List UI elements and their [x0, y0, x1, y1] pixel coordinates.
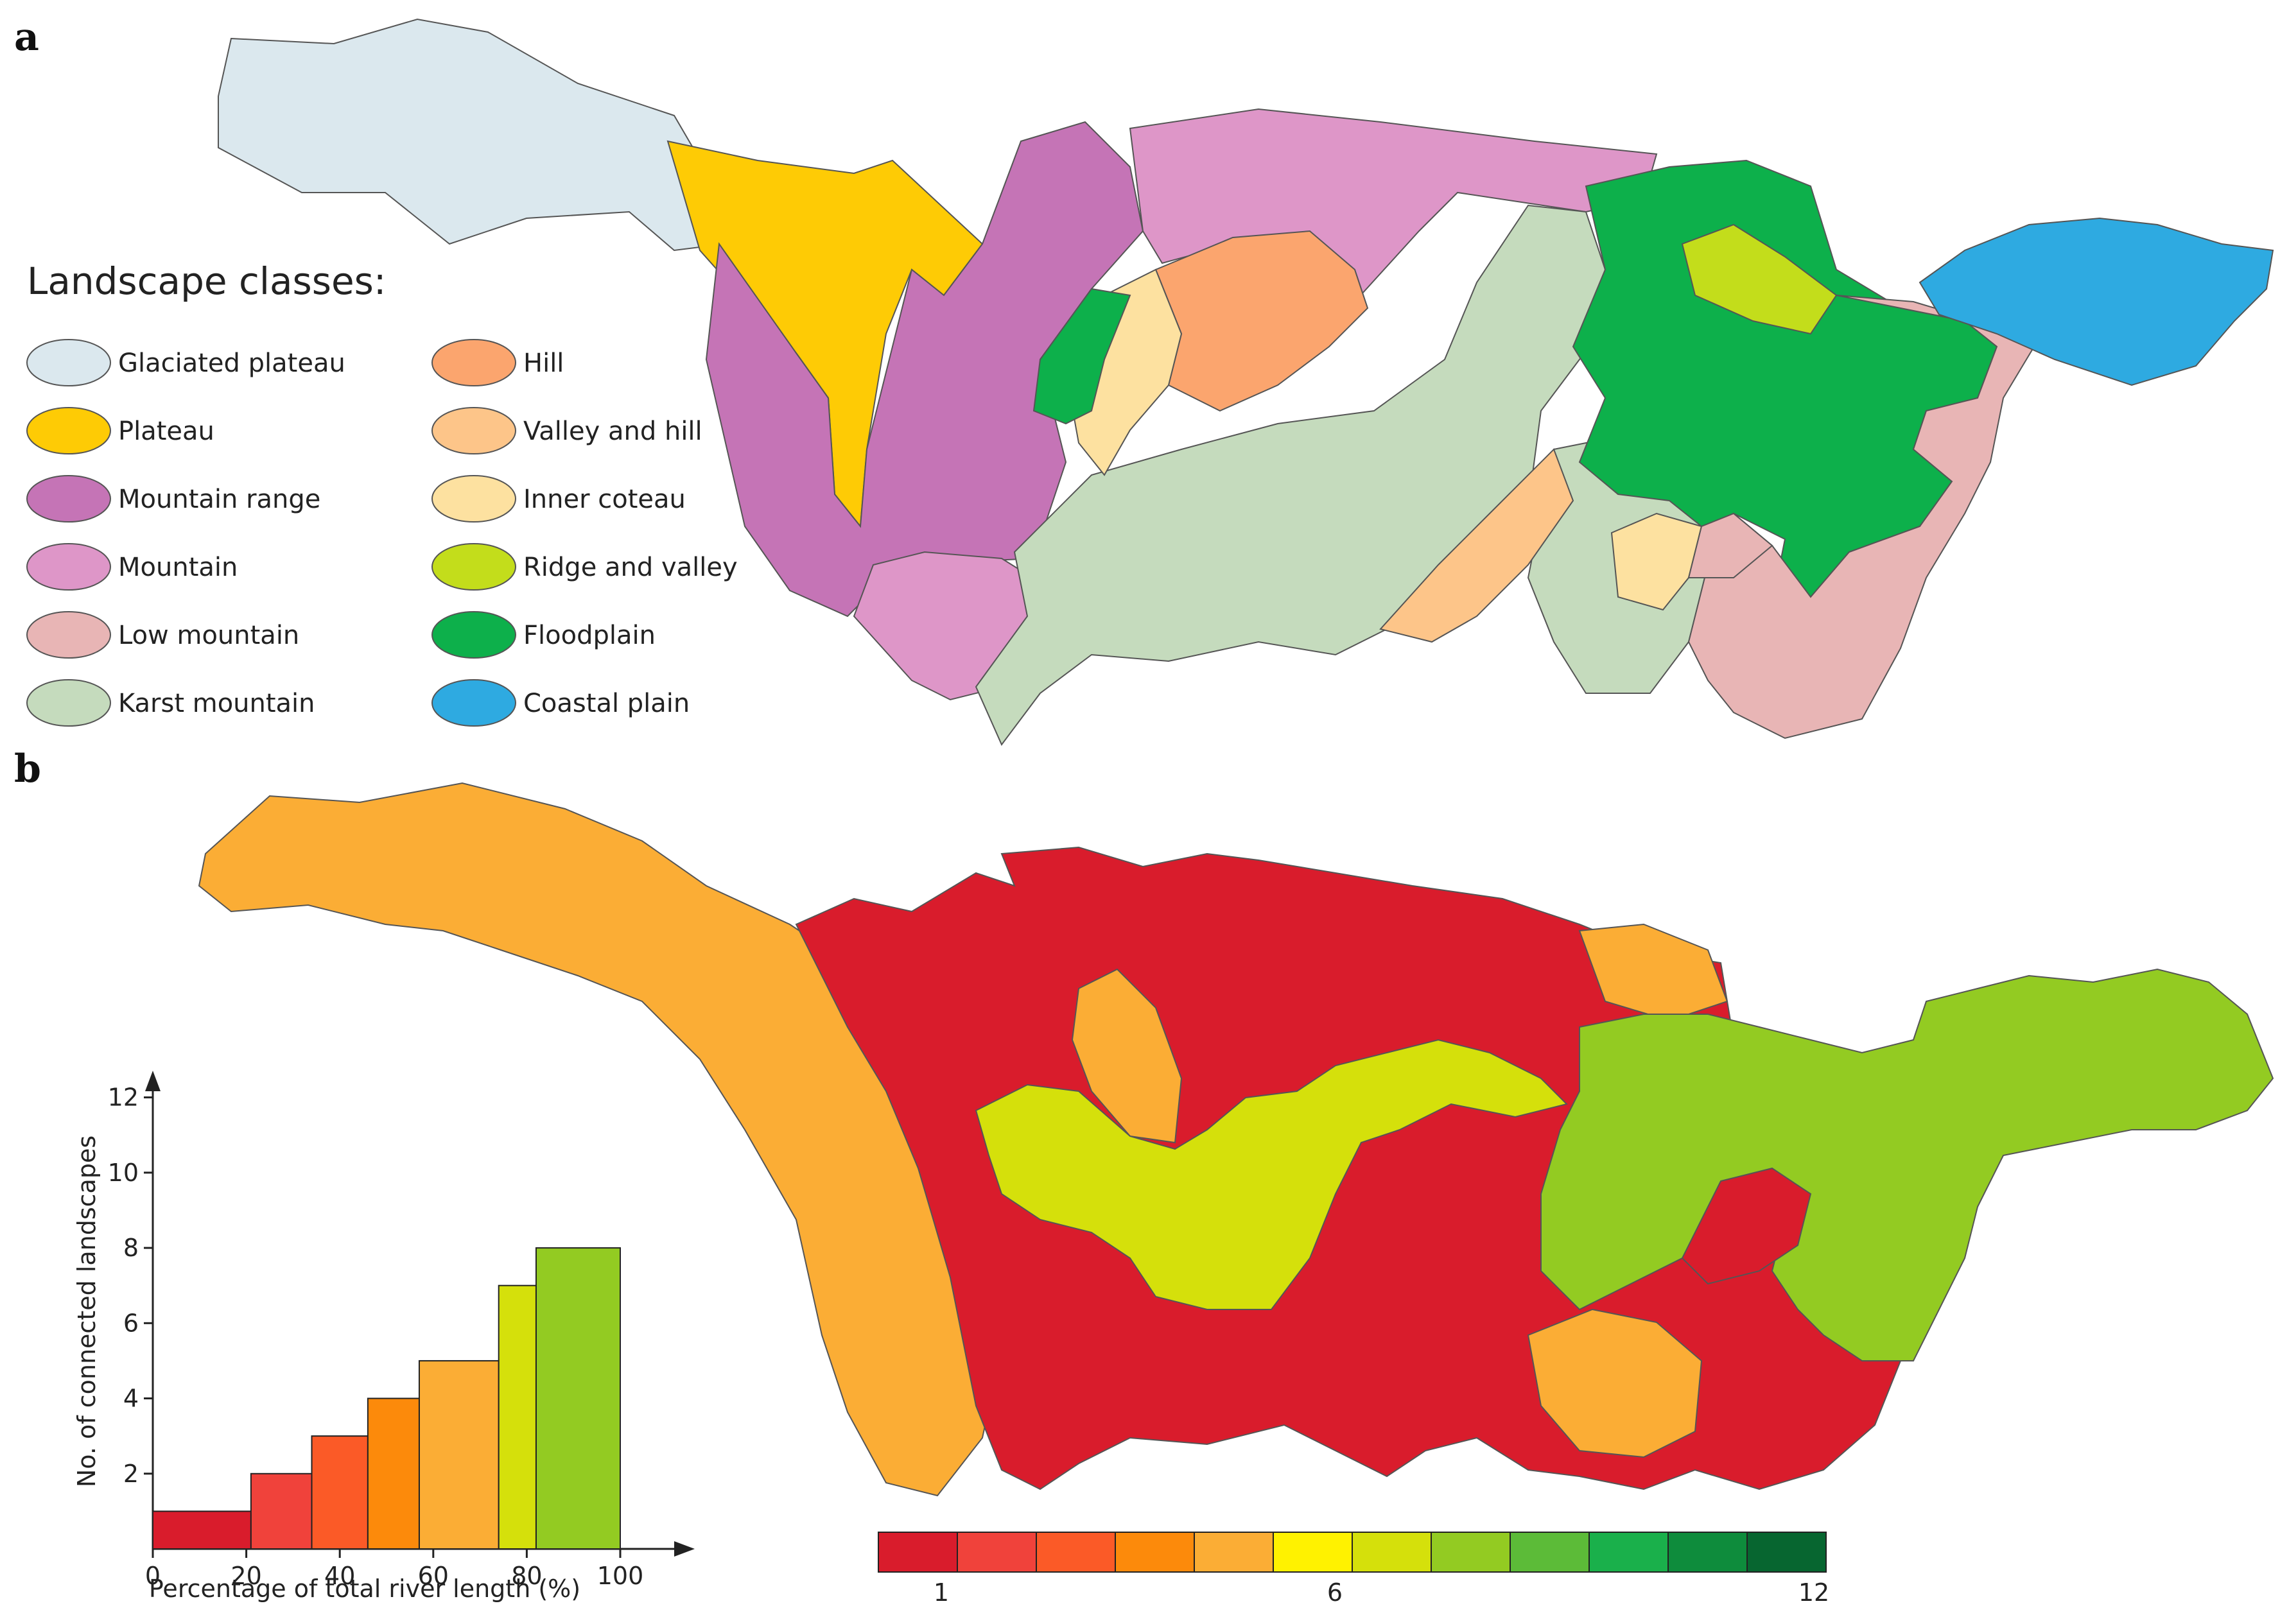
legend-label: Plateau: [118, 417, 214, 446]
region-low-mountain: [1687, 295, 2043, 739]
scale-tick-label: 1: [934, 1578, 949, 1607]
y-tick-label: 8: [123, 1234, 139, 1262]
chart-bar: [418, 1360, 500, 1550]
scale-tick-label: 12: [1798, 1578, 1829, 1607]
region-ridge-and-valley: [1681, 223, 1838, 335]
landscape-legend: Landscape classes: Glaciated plateau Plat…: [26, 259, 738, 727]
scale-cell: [1194, 1532, 1274, 1573]
legend-item: Karst mountain: [26, 679, 315, 727]
scale-cell: [878, 1532, 958, 1573]
zone-yellowgreen: [975, 1039, 1568, 1310]
legend-item: Mountain: [26, 543, 238, 591]
y-tick-label: 12: [108, 1084, 139, 1112]
legend-item: Mountain range: [26, 475, 320, 523]
region-glaciated-plateau: [218, 18, 727, 252]
color-scale: 1 6 12: [878, 1532, 1829, 1607]
scale-cell: [1746, 1532, 1827, 1573]
region-mountain-range: [705, 121, 1144, 618]
legend-label: Glaciated plateau: [118, 349, 345, 378]
x-tick-label: 60: [418, 1562, 449, 1590]
y-axis-title: No. of connected landscapes: [73, 1136, 101, 1487]
y-tick-label: 6: [123, 1309, 139, 1337]
legend-item: Floodplain: [431, 611, 656, 659]
scale-cell: [957, 1532, 1037, 1573]
legend-label: Ridge and valley: [523, 553, 738, 582]
legend-label: Mountain: [118, 553, 238, 582]
y-tick-label: 4: [123, 1385, 139, 1413]
scale-cell: [1667, 1532, 1748, 1573]
chart-bar: [311, 1435, 369, 1550]
scale-cell: [1273, 1532, 1353, 1573]
legend-label: Coastal plain: [523, 689, 690, 718]
legend-label: Mountain range: [118, 485, 320, 514]
legend-item: Inner coteau: [431, 475, 686, 523]
legend-item: Low mountain: [26, 611, 299, 659]
chart-bar: [152, 1510, 252, 1550]
scale-cell: [1431, 1532, 1511, 1573]
scale-tick-label: 6: [1327, 1578, 1343, 1607]
legend-swatch: [431, 679, 516, 727]
region-floodplain-west: [1032, 288, 1131, 425]
legend-swatch: [26, 543, 111, 591]
region-coastal-plain: [1919, 217, 2274, 386]
legend-swatch: [431, 611, 516, 659]
legend-label: Valley and hill: [523, 417, 702, 446]
legend-item: Valley and hill: [431, 407, 702, 454]
chart-bar: [535, 1247, 622, 1550]
legend-swatch: [431, 407, 516, 454]
legend-item: Hill: [431, 339, 564, 386]
landscape-map: [218, 18, 2274, 746]
scale-cell: [1588, 1532, 1669, 1573]
x-axis-title: Percentage of total river length (%): [149, 1575, 580, 1603]
chart-bar: [498, 1284, 537, 1550]
legend-item: Coastal plain: [431, 679, 690, 727]
legend-item: Glaciated plateau: [26, 339, 345, 386]
region-karst-mountain: [975, 204, 1606, 746]
legend-swatch: [431, 543, 516, 591]
y-tick-label: 10: [108, 1159, 139, 1187]
legend-swatch: [431, 475, 516, 523]
legend-swatch: [26, 679, 111, 727]
connectivity-map: [198, 782, 2274, 1497]
legend-title: Landscape classes:: [27, 259, 386, 303]
zone-orange-north: [1071, 968, 1183, 1144]
legend-label: Low mountain: [118, 621, 299, 650]
chart-bar: [250, 1473, 313, 1550]
region-low-mountain-west: [1687, 512, 1773, 578]
zone-orange-ne: [1578, 923, 1728, 1022]
chart-bar: [367, 1397, 420, 1550]
zone-upper-basin: [198, 782, 1003, 1497]
legend-label: Karst mountain: [118, 689, 315, 718]
panel-b-label: b: [14, 747, 41, 791]
y-tick-label: 2: [123, 1460, 139, 1488]
legend-swatch: [26, 407, 111, 454]
scale-cell: [1036, 1532, 1116, 1573]
legend-label: Hill: [523, 349, 564, 378]
x-axis-arrow: [674, 1541, 695, 1557]
region-hill: [1154, 230, 1369, 412]
scale-cell: [1115, 1532, 1195, 1573]
legend-label: Floodplain: [523, 621, 656, 650]
legend-item: Plateau: [26, 407, 214, 454]
x-tick-label: 20: [231, 1562, 261, 1590]
legend-label: Inner coteau: [523, 485, 686, 514]
y-axis-arrow: [145, 1071, 161, 1091]
legend-swatch: [431, 339, 516, 386]
scale-cell: [1352, 1532, 1432, 1573]
zone-orange-south: [1527, 1308, 1703, 1458]
zone-red-inner-east: [1681, 1167, 1812, 1285]
x-tick-label: 100: [597, 1562, 644, 1590]
legend-swatch: [26, 611, 111, 659]
x-tick-label: 40: [324, 1562, 355, 1590]
inset-bar-chart: 0 20 40 60 80 100 2 4 6 8 10 12 Percentage of tota…: [73, 1071, 695, 1603]
x-tick-label: 80: [511, 1562, 542, 1590]
panel-a-label: a: [14, 15, 39, 60]
zone-green-east: [1540, 968, 2274, 1361]
legend-item: Ridge and valley: [431, 543, 738, 591]
x-tick-label: 0: [145, 1562, 161, 1590]
region-valley-and-hill: [1379, 448, 1574, 643]
legend-swatch: [26, 475, 111, 523]
scale-cell: [1510, 1532, 1590, 1573]
legend-swatch: [26, 339, 111, 386]
